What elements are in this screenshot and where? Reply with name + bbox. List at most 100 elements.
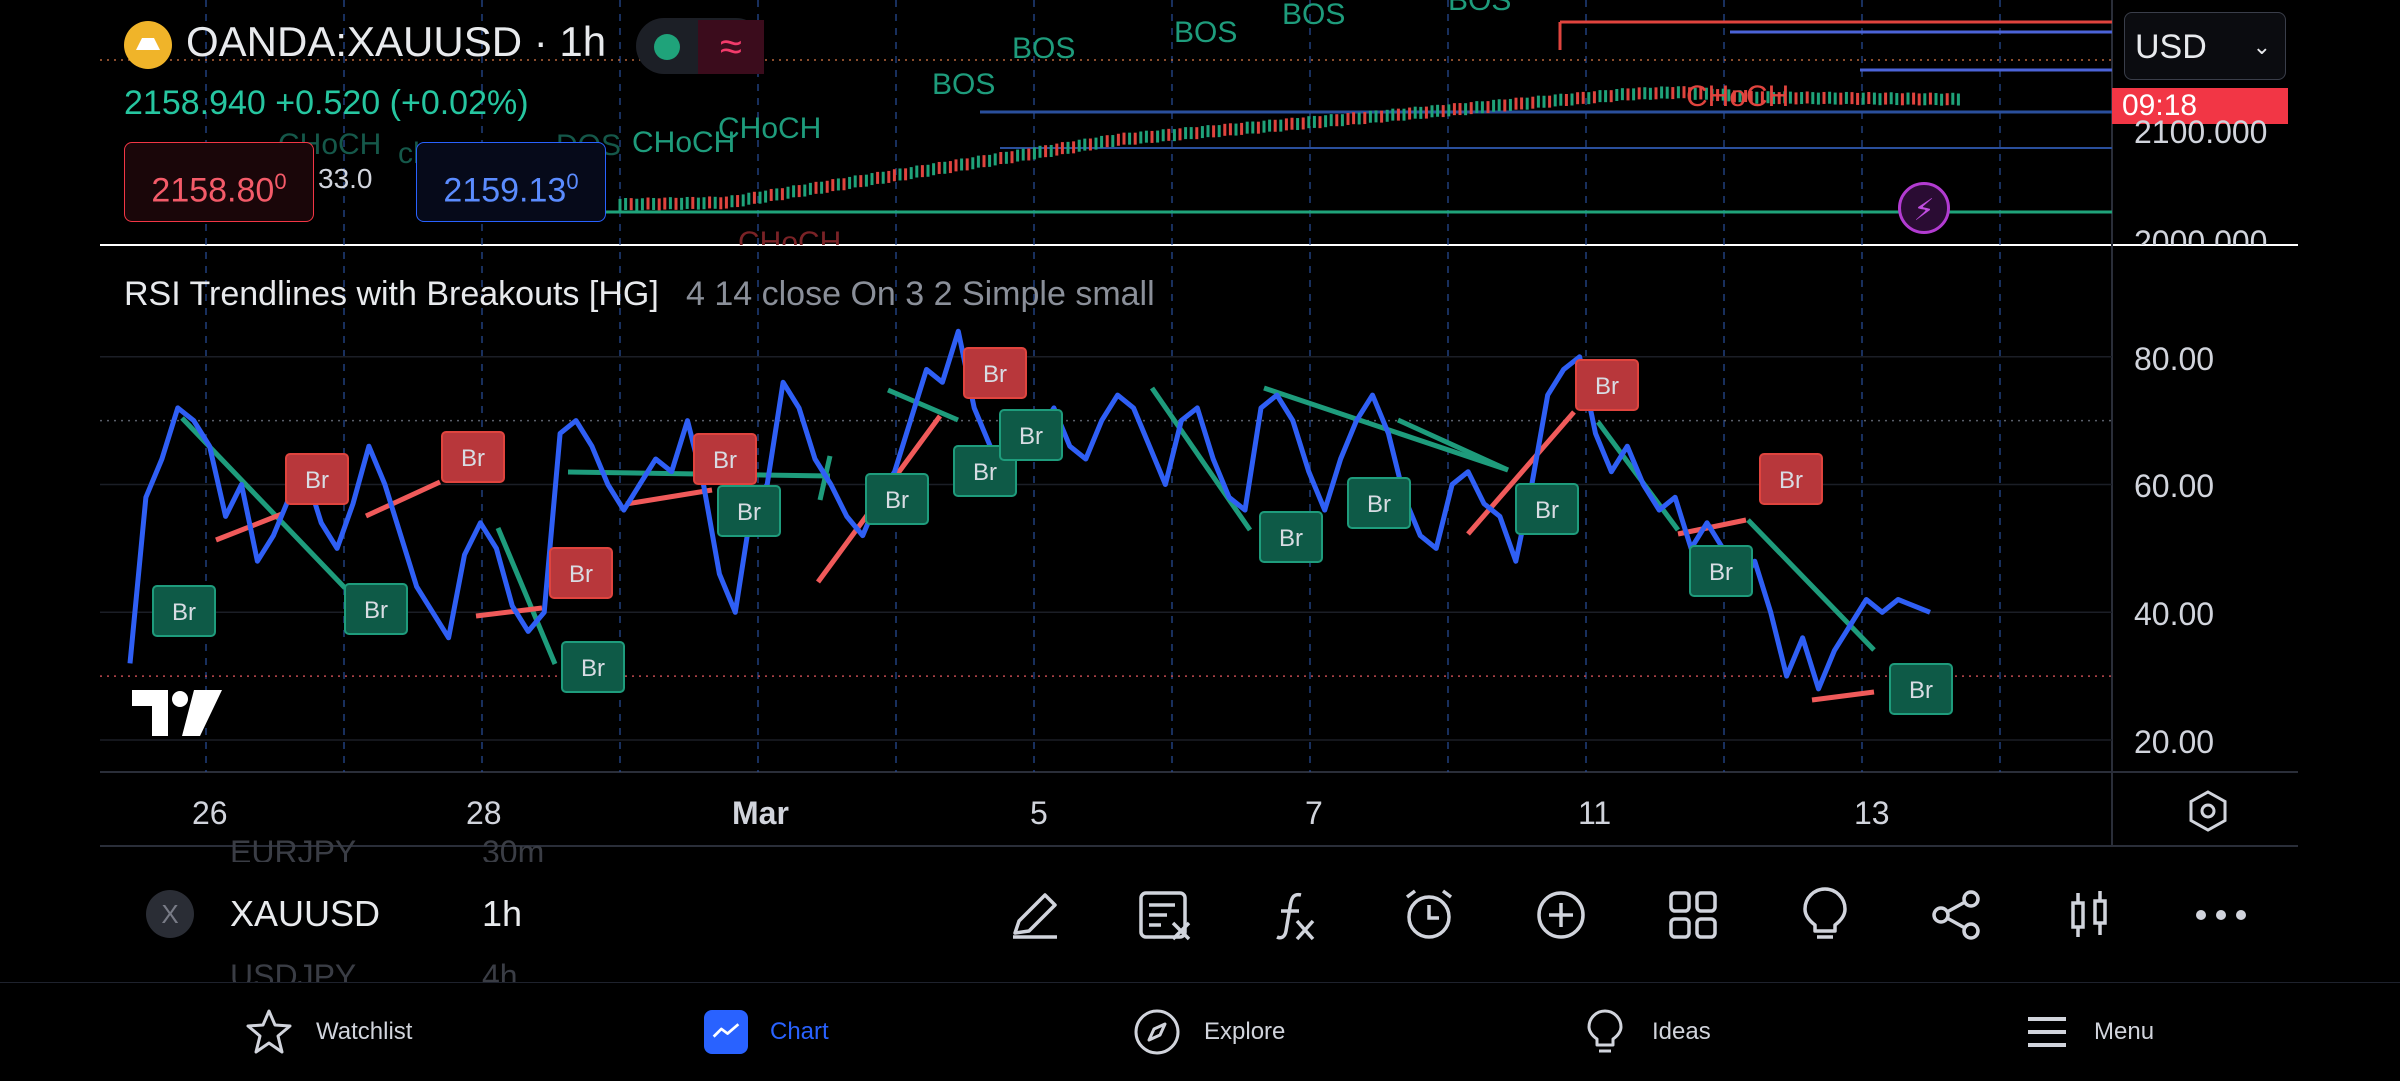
remove-drawings-button[interactable] (1130, 880, 1200, 950)
bearish-breakout-label-box (1759, 453, 1823, 505)
bearish-breakout-label: Br (285, 453, 349, 505)
bearish-breakout-label-box (963, 347, 1027, 399)
currency-value: USD (2135, 28, 2207, 66)
add-button[interactable] (1526, 880, 1596, 950)
bearish-breakout-label: Br (963, 347, 1027, 399)
smc-choch-label: CHoCH (632, 126, 736, 159)
bearish-breakout-label-text: Br (569, 561, 593, 588)
more-dots-icon (2196, 910, 2246, 920)
resistance-trendline (495, 527, 558, 665)
bullish-breakout-label: Br (1889, 663, 1953, 715)
lightning-icon[interactable]: ⚡ (1898, 182, 1950, 234)
nav-menu[interactable]: Menu (2022, 1000, 2154, 1064)
bearish-breakout-label: Br (549, 547, 613, 599)
bullish-breakout-label: Br (152, 585, 216, 637)
bullish-breakout-label-box (999, 409, 1063, 461)
ghost-timeframe-above: 30m (482, 834, 545, 862)
smc-choch-bearish-label: CHoCH (738, 226, 842, 245)
alert-button[interactable] (1394, 880, 1464, 950)
bottom-nav (0, 982, 2400, 1081)
chart-settings-icon[interactable] (2186, 789, 2230, 833)
support-trendline (1811, 689, 1875, 703)
ghost-symbol-above: EURJPY (230, 834, 357, 862)
bullish-breakout-label: Br (1515, 483, 1579, 535)
bullish-breakout-label: Br (1689, 545, 1753, 597)
smc-bos-label: BOS (1174, 16, 1238, 49)
timeframe-selector[interactable]: 1h (482, 893, 523, 934)
bullish-breakout-label-text: Br (737, 499, 761, 526)
hamburger-menu-icon (2028, 1017, 2066, 1047)
time-axis-label: 5 (1030, 795, 1048, 831)
smc-choch-label: CHoCH (718, 112, 822, 145)
time-axis-label: 28 (466, 795, 502, 831)
bullish-breakout-label-text: Br (1909, 677, 1933, 704)
time-axis-label: Mar (732, 795, 789, 831)
buy-button[interactable]: 2159.130 (416, 142, 606, 222)
bar-countdown: 09:18 (2112, 88, 2288, 124)
market-open-dot-icon (654, 34, 680, 60)
bullish-breakout-label-text: Br (973, 459, 997, 486)
bearish-breakout-label-text: Br (1779, 467, 1803, 494)
bid-price-superscript: 0 (274, 169, 287, 194)
currency-select[interactable]: USD ⌄ (2124, 12, 2286, 80)
bullish-breakout-label-box (152, 585, 216, 637)
bullish-breakout-label-text: Br (1535, 497, 1559, 524)
sell-button[interactable]: 2158.800 (124, 142, 314, 222)
bullish-breakout-label-text: Br (364, 597, 388, 624)
chart-type-button[interactable] (2054, 880, 2124, 950)
nav-label: Watchlist (316, 1018, 413, 1045)
layout-button[interactable] (1658, 880, 1728, 950)
indicators-button[interactable] (1260, 880, 1330, 950)
bearish-breakout-label-box (1575, 359, 1639, 411)
bullish-breakout-label-box (344, 583, 408, 635)
symbol-selector[interactable]: XAUUSD (230, 893, 381, 934)
grid-layout-icon (1669, 891, 1717, 939)
nav-label: Menu (2094, 1018, 2155, 1045)
nav-explore[interactable]: Explore (1132, 1000, 1285, 1064)
indicator-params[interactable]: 4 14 close On 3 2 Simple small (686, 275, 1155, 313)
bullish-breakout-label-box (1515, 483, 1579, 535)
bullish-breakout-label-text: Br (1367, 491, 1391, 518)
bullish-breakout-label-box (561, 641, 625, 693)
nav-chart[interactable]: Chart (704, 1000, 829, 1064)
indicator-name[interactable]: RSI Trendlines with Breakouts [HG] (124, 275, 659, 313)
remove-drawings-icon (1139, 891, 1191, 941)
rsi-axis-label: 80.00 (2134, 341, 2215, 377)
symbol-title[interactable]: OANDA:XAUUSD · 1h (186, 18, 607, 65)
close-symbol-icon[interactable]: X (146, 890, 194, 938)
nav-watchlist[interactable]: Watchlist (244, 1000, 412, 1064)
ideas-button[interactable] (1790, 880, 1860, 950)
share-button[interactable] (1922, 880, 1992, 950)
lightbulb-icon (1587, 1009, 1623, 1053)
bullish-breakout-label-box (1889, 663, 1953, 715)
bullish-breakout-label: Br (999, 409, 1063, 461)
rsi-axis-label: 60.00 (2134, 468, 2215, 504)
rsi-line (127, 328, 1931, 692)
lightbulb-icon (1803, 887, 1847, 939)
nav-label: Chart (770, 1018, 829, 1045)
time-axis-label: 11 (1578, 795, 1612, 831)
chart-frame (100, 0, 2298, 847)
compass-icon (1134, 1009, 1180, 1055)
bullish-breakout-label: Br (344, 583, 408, 635)
draw-pen-button[interactable] (1000, 880, 1070, 950)
bullish-breakout-label: Br (1259, 511, 1323, 563)
more-button[interactable] (2186, 880, 2256, 950)
bearish-breakout-label: Br (441, 431, 505, 483)
support-trendline (475, 605, 543, 619)
bullish-breakout-label: Br (1347, 477, 1411, 529)
ask-price-superscript: 0 (566, 169, 579, 194)
candles-icon (2071, 891, 2107, 937)
bearish-breakout-label-box (549, 547, 613, 599)
bearish-breakout-label-text: Br (983, 361, 1007, 388)
alarm-clock-icon (1405, 889, 1453, 939)
bearish-breakout-label-box (441, 431, 505, 483)
bullish-breakout-label-text: Br (885, 487, 909, 514)
bearish-breakout-label: Br (1759, 453, 1823, 505)
nav-ideas[interactable]: Ideas (1580, 1000, 1711, 1064)
resistance-trendline (1396, 417, 1510, 473)
bearish-breakout-label-text: Br (1595, 373, 1619, 400)
resistance-trendline (1149, 386, 1253, 532)
smc-bos-label: BOS (1448, 0, 1512, 17)
